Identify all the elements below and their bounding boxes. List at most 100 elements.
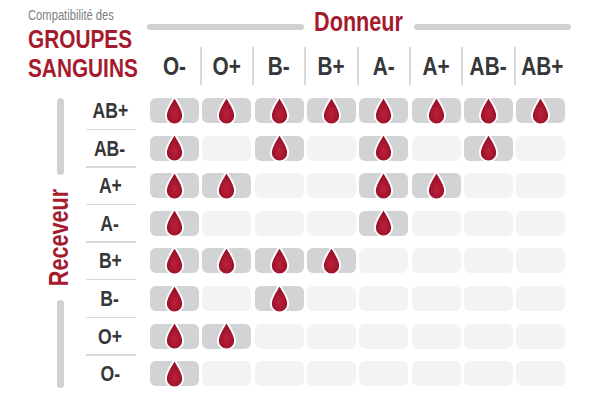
receiver-label-text: O- — [100, 361, 120, 387]
cell-A+-from-A- — [359, 173, 408, 198]
cell-AB+-from-AB- — [464, 98, 513, 123]
donor-header-B-: B- — [255, 49, 304, 83]
receiver-label-A+: A+ — [80, 173, 140, 198]
title-eyebrow-text: Compatibilité des — [28, 8, 114, 22]
blood-drop-icon — [163, 320, 186, 352]
blood-drop-icon — [477, 132, 500, 164]
blood-drop-icon — [268, 95, 291, 127]
cell-AB+-from-B+ — [307, 98, 356, 123]
cell-AB--from-O- — [150, 136, 199, 161]
blood-drop-icon — [268, 245, 291, 277]
receiver-label-O-: O- — [80, 361, 140, 386]
cell-AB--from-O+ — [202, 136, 251, 161]
row-separator — [86, 241, 136, 243]
receiver-axis-label-text: Receveur — [45, 188, 76, 285]
cell-A+-from-O- — [150, 173, 199, 198]
cell-O--from-A+ — [412, 361, 461, 386]
cell-AB+-from-O- — [150, 98, 199, 123]
cell-A--from-O- — [150, 211, 199, 236]
donor-header-text: A- — [373, 49, 395, 83]
cell-AB--from-B+ — [307, 136, 356, 161]
cell-AB--from-AB- — [464, 136, 513, 161]
row-separator — [86, 317, 136, 319]
receiver-axis-line-bottom — [57, 300, 64, 388]
cell-O+-from-AB+ — [516, 324, 565, 349]
cell-AB+-from-A+ — [412, 98, 461, 123]
cell-O--from-AB+ — [516, 361, 565, 386]
receiver-label-text: AB+ — [92, 98, 128, 124]
cell-O+-from-B- — [255, 324, 304, 349]
donor-header-A+: A+ — [412, 49, 461, 83]
blood-drop-icon — [215, 170, 238, 202]
blood-drop-icon — [372, 95, 395, 127]
cell-A+-from-O+ — [202, 173, 251, 198]
cell-A--from-B- — [255, 211, 304, 236]
donor-axis-label: Donneur — [303, 8, 414, 36]
blood-drop-icon — [372, 207, 395, 239]
donor-header-text: AB+ — [521, 49, 563, 83]
title-line1-text: GROUPES — [28, 26, 132, 52]
cell-A--from-A+ — [412, 211, 461, 236]
cell-A+-from-B- — [255, 173, 304, 198]
cell-B--from-B+ — [307, 286, 356, 311]
column-separator — [514, 47, 516, 85]
donor-header-AB+: AB+ — [516, 49, 565, 83]
cell-O+-from-A- — [359, 324, 408, 349]
cell-B--from-O- — [150, 286, 199, 311]
cell-A--from-O+ — [202, 211, 251, 236]
cell-B--from-O+ — [202, 286, 251, 311]
donor-axis-line-right — [414, 24, 571, 30]
blood-drop-icon — [477, 95, 500, 127]
blood-drop-icon — [163, 132, 186, 164]
row-separator — [86, 166, 136, 168]
receiver-label-text: B- — [101, 286, 120, 312]
blood-drop-icon — [425, 170, 448, 202]
column-separator — [461, 47, 463, 85]
donor-header-text: B+ — [318, 49, 345, 83]
donor-header-O+: O+ — [202, 49, 251, 83]
cell-A--from-AB- — [464, 211, 513, 236]
title-line2-text: SANGUINS — [28, 55, 138, 81]
column-separator — [304, 47, 306, 85]
cell-O+-from-B+ — [307, 324, 356, 349]
blood-drop-icon — [425, 95, 448, 127]
blood-drop-icon — [163, 95, 186, 127]
cell-AB--from-A+ — [412, 136, 461, 161]
donor-header-text: A+ — [422, 49, 449, 83]
row-separator — [86, 129, 136, 131]
blood-drop-icon — [215, 95, 238, 127]
cell-O+-from-AB- — [464, 324, 513, 349]
donor-header-O-: O- — [150, 49, 199, 83]
cell-O--from-O- — [150, 361, 199, 386]
receiver-label-A-: A- — [80, 211, 140, 236]
cell-AB+-from-AB+ — [516, 98, 565, 123]
chart-title: Compatibilité des GROUPES SANGUINS — [28, 7, 165, 81]
blood-drop-icon — [163, 245, 186, 277]
donor-header-text: O- — [163, 49, 186, 83]
column-separator — [409, 47, 411, 85]
blood-drop-icon — [163, 283, 186, 315]
receiver-axis-label: Receveur — [38, 172, 82, 302]
row-separator — [86, 354, 136, 356]
cell-A+-from-A+ — [412, 173, 461, 198]
blood-drop-icon — [215, 245, 238, 277]
donor-header-A-: A- — [359, 49, 408, 83]
cell-O--from-B+ — [307, 361, 356, 386]
blood-drop-icon — [163, 207, 186, 239]
receiver-label-text: A+ — [99, 173, 122, 199]
cell-A--from-B+ — [307, 211, 356, 236]
receiver-label-AB+: AB+ — [80, 98, 140, 123]
cell-B--from-A+ — [412, 286, 461, 311]
cell-AB+-from-O+ — [202, 98, 251, 123]
cell-B+-from-O- — [150, 248, 199, 273]
blood-drop-icon — [163, 358, 186, 390]
cell-AB--from-AB+ — [516, 136, 565, 161]
row-separator — [86, 279, 136, 281]
blood-drop-icon — [268, 283, 291, 315]
cell-B--from-AB- — [464, 286, 513, 311]
donor-axis-label-text: Donneur — [314, 8, 403, 36]
cell-O--from-AB- — [464, 361, 513, 386]
blood-drop-icon — [215, 320, 238, 352]
donor-header-AB-: AB- — [464, 49, 513, 83]
donor-header-text: B- — [268, 49, 290, 83]
